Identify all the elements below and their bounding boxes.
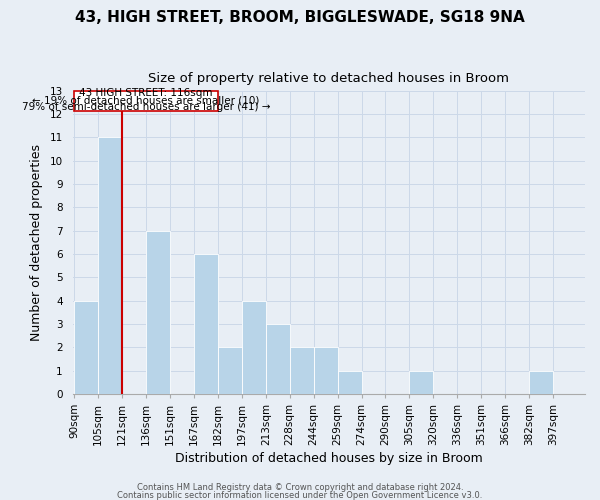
Bar [409, 370, 433, 394]
X-axis label: Distribution of detached houses by size in Broom: Distribution of detached houses by size … [175, 452, 482, 465]
Bar [338, 370, 362, 394]
Bar [194, 254, 218, 394]
Text: 43 HIGH STREET: 116sqm: 43 HIGH STREET: 116sqm [79, 88, 213, 99]
Bar [218, 348, 242, 394]
Title: Size of property relative to detached houses in Broom: Size of property relative to detached ho… [148, 72, 509, 86]
Text: ← 19% of detached houses are smaller (10): ← 19% of detached houses are smaller (10… [32, 95, 260, 105]
Bar [290, 348, 314, 394]
Text: Contains HM Land Registry data © Crown copyright and database right 2024.: Contains HM Land Registry data © Crown c… [137, 484, 463, 492]
Bar [98, 138, 122, 394]
Text: 43, HIGH STREET, BROOM, BIGGLESWADE, SG18 9NA: 43, HIGH STREET, BROOM, BIGGLESWADE, SG1… [75, 10, 525, 25]
Text: 79% of semi-detached houses are larger (41) →: 79% of semi-detached houses are larger (… [22, 102, 270, 112]
Bar [74, 300, 98, 394]
Y-axis label: Number of detached properties: Number of detached properties [29, 144, 43, 341]
Bar [146, 230, 170, 394]
Text: Contains public sector information licensed under the Open Government Licence v3: Contains public sector information licen… [118, 490, 482, 500]
Bar [529, 370, 553, 394]
Bar [242, 300, 266, 394]
Bar [314, 348, 338, 394]
FancyBboxPatch shape [74, 91, 218, 110]
Bar [266, 324, 290, 394]
